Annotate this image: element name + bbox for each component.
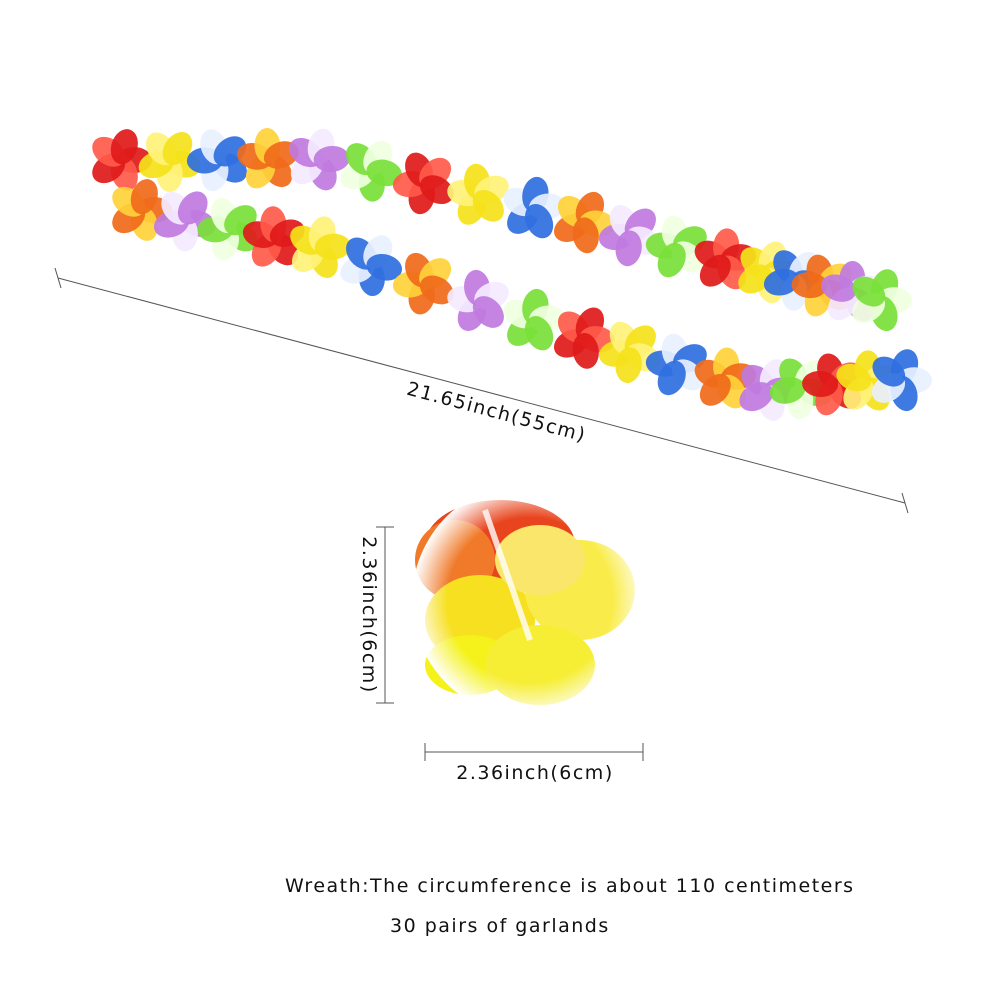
lei-flower <box>598 321 661 383</box>
lei-flower <box>694 347 757 409</box>
single-flower <box>412 482 648 718</box>
lei-flower <box>237 128 299 189</box>
lei-flower <box>92 129 152 191</box>
length-tick <box>54 267 62 289</box>
lei-flower <box>503 288 565 351</box>
lei-flower <box>872 349 932 412</box>
lei-flower <box>553 307 616 369</box>
caption-line: Wreath:The circumference is about 110 ce… <box>285 875 855 897</box>
lei-flower <box>186 129 248 192</box>
length-line <box>57 277 906 504</box>
lei-flower <box>340 140 403 202</box>
width-label: 2.36inch(6cm) <box>456 762 613 784</box>
lei-flower <box>447 269 509 331</box>
lei-flower <box>852 269 912 332</box>
height-label: 2.36inch(6cm) <box>358 536 380 693</box>
lei-flower <box>392 152 454 215</box>
lei-flower <box>447 163 509 225</box>
flower-lei <box>92 128 932 421</box>
lei-flower <box>553 191 616 254</box>
caption-line: 30 pairs of garlands <box>390 915 610 937</box>
lei-flower <box>340 235 403 297</box>
lei-flower <box>503 176 565 239</box>
lei-flower <box>290 216 351 279</box>
lei-flower <box>289 128 350 191</box>
lei-flower <box>645 333 707 396</box>
lei-flower <box>197 198 258 260</box>
length-tick <box>901 492 909 514</box>
lei-flower <box>392 252 454 315</box>
lei-flower <box>138 132 201 192</box>
length-label: 21.65inch(55cm) <box>404 378 588 447</box>
